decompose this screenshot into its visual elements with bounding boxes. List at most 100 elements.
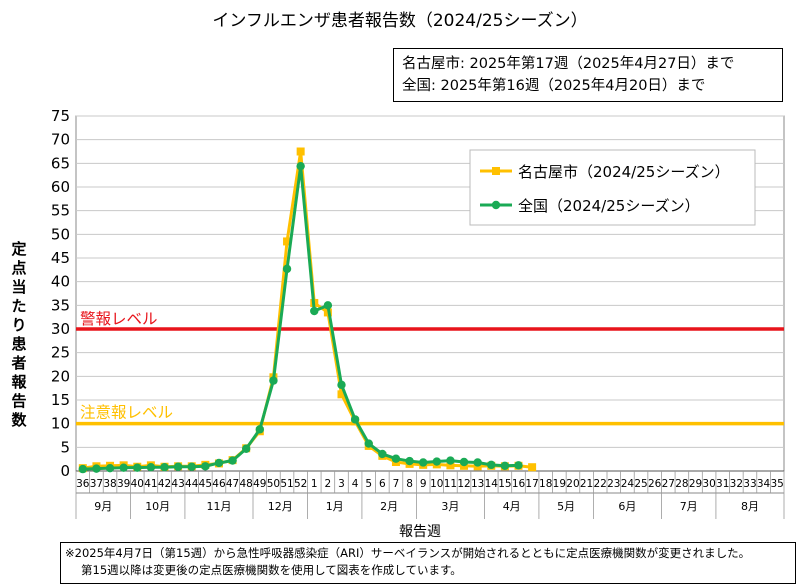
week-label: 8 (406, 478, 413, 490)
info-box: 名古屋市: 2025年第17週（2025年4月27日）まで 全国: 2025年第… (393, 48, 783, 102)
data-point (78, 464, 88, 474)
week-label: 43 (171, 478, 184, 490)
month-label: 12月 (268, 500, 293, 513)
y-tick-label: 45 (51, 249, 70, 267)
month-label: 10月 (145, 500, 170, 513)
week-label: 44 (185, 478, 199, 490)
data-point (296, 161, 305, 171)
week-label: 10 (430, 478, 443, 490)
week-label: 48 (240, 478, 253, 490)
data-point (350, 415, 360, 424)
week-label: 20 (566, 478, 579, 490)
month-label: 7月 (680, 500, 698, 513)
data-point (105, 463, 115, 473)
month-label: 2月 (380, 500, 398, 513)
legend-swatch-marker (492, 167, 500, 175)
week-label: 22 (594, 478, 607, 490)
y-tick-label: 5 (60, 438, 70, 456)
week-label: 40 (131, 478, 144, 490)
week-label: 6 (379, 478, 386, 490)
y-tick-label: 70 (51, 131, 70, 149)
week-label: 41 (144, 478, 157, 490)
week-label: 49 (253, 478, 266, 490)
week-label: 2 (325, 478, 332, 490)
data-point (418, 458, 428, 467)
data-point (364, 439, 373, 448)
data-point (214, 458, 224, 468)
y-tick-label: 0 (60, 462, 70, 480)
week-label: 51 (280, 478, 293, 490)
data-point (473, 458, 482, 467)
week-label: 30 (702, 478, 715, 490)
week-label: 29 (689, 478, 702, 490)
data-point (500, 461, 510, 470)
week-label: 35 (771, 478, 784, 490)
month-label: 4月 (503, 500, 521, 513)
y-tick-label: 55 (51, 202, 70, 220)
data-point (323, 301, 333, 310)
week-label: 42 (158, 478, 171, 490)
footnote-line-2: 第15週以降は変更後の定点医療機関数を使用して図表を作成しています。 (81, 563, 462, 577)
data-point (241, 444, 251, 453)
data-point (528, 463, 537, 472)
week-label: 15 (498, 478, 511, 490)
legend-entry: 名古屋市（2024/25シーズン） (518, 163, 730, 181)
week-label: 5 (365, 478, 372, 490)
week-label: 39 (117, 478, 130, 490)
week-label: 26 (648, 478, 662, 490)
week-label: 31 (716, 478, 729, 490)
week-label: 36 (76, 478, 90, 490)
week-label: 25 (634, 478, 647, 490)
legend-entry: 全国（2024/25シーズン） (518, 197, 700, 215)
data-point (228, 456, 237, 465)
week-label: 13 (471, 478, 484, 490)
month-label: 1月 (326, 500, 344, 513)
week-label: 50 (267, 478, 280, 490)
x-axis: 36 37 38 39 40 41 42 43 44 45 46 47 48 49 50 51 52 1 2 3 4 5 6… (75, 470, 785, 519)
week-label: 14 (485, 478, 499, 490)
week-label: 21 (580, 478, 593, 490)
data-point (146, 463, 156, 472)
week-label: 9 (420, 478, 427, 490)
month-label: 8月 (741, 500, 759, 513)
week-label: 1 (311, 478, 318, 490)
data-point (173, 462, 183, 471)
week-label: 17 (525, 478, 538, 490)
week-label: 34 (757, 478, 771, 490)
week-label: 24 (621, 478, 635, 490)
data-point (487, 460, 496, 470)
chart-title: インフルエンザ患者報告数（2024/25シーズン） (212, 11, 588, 31)
data-point (160, 463, 169, 472)
month-label: 9月 (94, 500, 112, 513)
legend-swatch-marker (491, 200, 501, 210)
data-point (296, 147, 305, 156)
data-point (119, 463, 128, 472)
y-tick-label: 10 (51, 415, 70, 433)
y-tick-label: 30 (51, 320, 70, 338)
y-tick-label: 50 (51, 225, 70, 243)
y-tick-label: 35 (51, 296, 70, 314)
info-line-nagoya: 名古屋市: 2025年第17週（2025年4月27日）まで (402, 56, 735, 72)
week-label: 11 (444, 478, 457, 490)
data-point (337, 380, 346, 390)
series-national (78, 161, 523, 474)
footnote-line-1: ※2025年4月7日（第15週）から急性呼吸器感染症（ARI）サーベイランスが開… (65, 546, 751, 560)
data-point (446, 461, 455, 470)
data-point (187, 462, 196, 471)
y-tick-label: 20 (51, 367, 70, 385)
week-label: 12 (457, 478, 470, 490)
data-point (269, 376, 278, 385)
week-label: 19 (553, 478, 566, 490)
data-point (391, 454, 401, 463)
week-label: 28 (675, 478, 688, 490)
y-tick-label: 40 (51, 273, 70, 291)
data-point (337, 390, 346, 399)
week-label: 38 (103, 478, 116, 490)
week-label: 32 (730, 478, 743, 490)
info-line-national: 全国: 2025年第16週（2025年4月20日）まで (402, 78, 706, 94)
data-point (255, 425, 265, 434)
data-point (459, 457, 469, 467)
week-label: 45 (199, 478, 212, 490)
week-label: 4 (352, 478, 359, 490)
